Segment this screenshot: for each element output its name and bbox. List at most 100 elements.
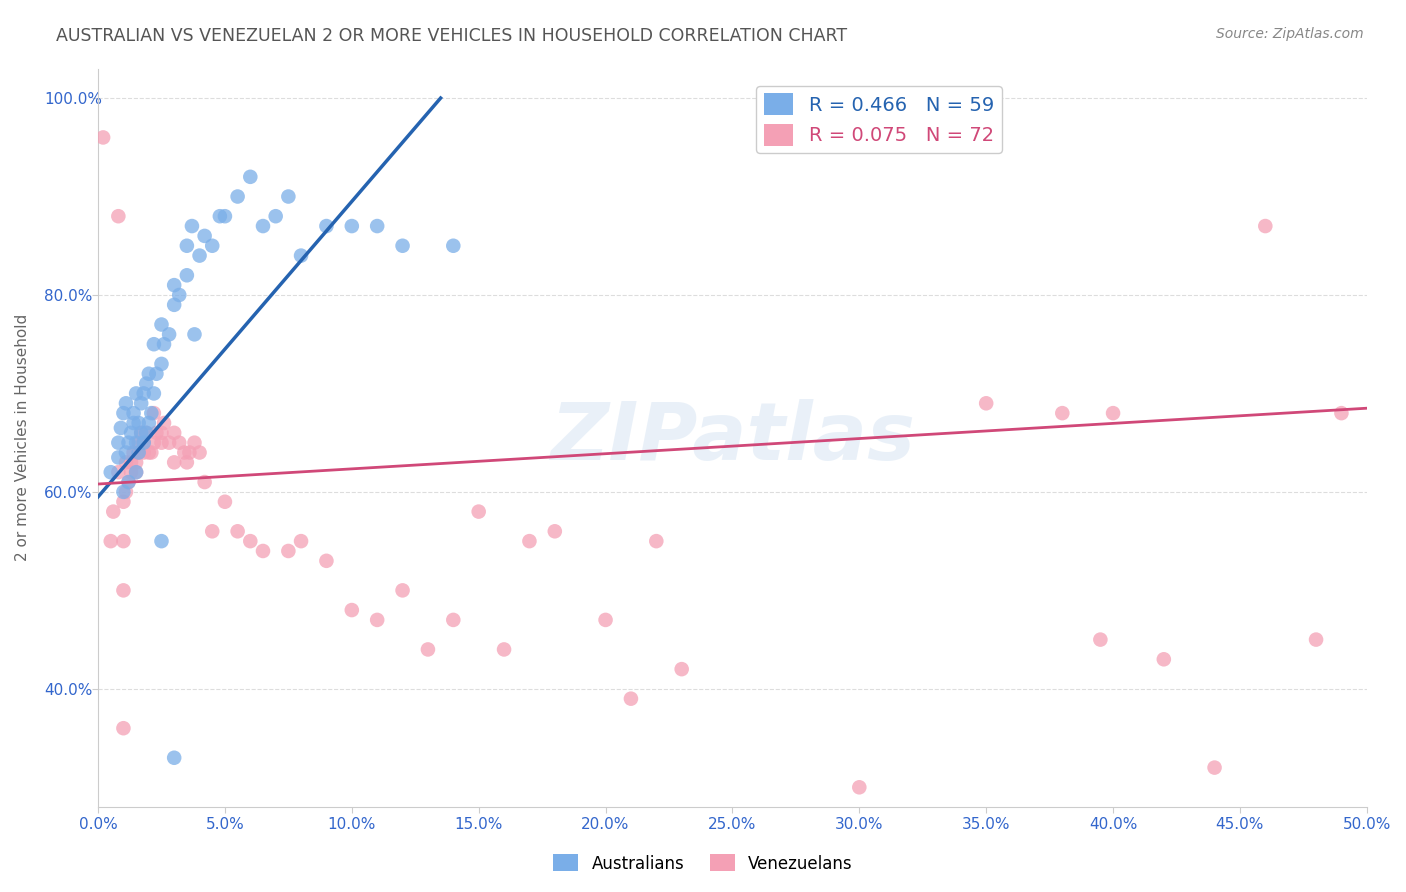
Point [671,662,693,676]
Point [112,583,135,598]
Point [150,534,173,549]
Point [150,357,173,371]
Point [645,534,668,549]
Point [264,209,287,223]
Point [157,327,180,342]
Point [117,475,139,489]
Point [150,435,173,450]
Point [157,435,180,450]
Point [214,209,236,223]
Point [277,544,299,558]
Point [176,268,198,283]
Point [181,219,204,233]
Point [848,780,870,795]
Point [142,435,165,450]
Point [544,524,567,539]
Point [595,613,617,627]
Point [194,228,217,243]
Point [132,386,155,401]
Point [201,239,224,253]
Point [135,376,157,391]
Point [107,465,129,479]
Text: Source: ZipAtlas.com: Source: ZipAtlas.com [1216,27,1364,41]
Point [1330,406,1353,420]
Point [153,337,176,351]
Point [115,484,138,499]
Point [150,318,173,332]
Point [179,445,201,459]
Point [115,396,138,410]
Point [132,435,155,450]
Point [188,445,211,459]
Text: ZIPatlas: ZIPatlas [550,399,915,476]
Point [173,445,195,459]
Point [226,524,249,539]
Point [141,445,163,459]
Point [100,534,122,549]
Point [1153,652,1175,666]
Point [120,455,142,469]
Point [125,465,148,479]
Point [125,465,148,479]
Point [201,524,224,539]
Point [441,613,464,627]
Point [107,209,129,223]
Point [150,425,173,440]
Point [416,642,439,657]
Point [620,691,643,706]
Point [120,425,142,440]
Point [467,505,489,519]
Point [1102,406,1125,420]
Point [208,209,231,223]
Point [163,750,186,764]
Point [519,534,541,549]
Point [214,495,236,509]
Y-axis label: 2 or more Vehicles in Household: 2 or more Vehicles in Household [15,314,30,561]
Point [145,367,167,381]
Point [125,435,148,450]
Point [129,425,152,440]
Point [340,603,363,617]
Point [1204,761,1226,775]
Point [112,406,135,420]
Point [145,425,167,440]
Point [366,613,388,627]
Point [141,406,163,420]
Legend: Australians, Venezuelans: Australians, Venezuelans [547,847,859,880]
Text: AUSTRALIAN VS VENEZUELAN 2 OR MORE VEHICLES IN HOUSEHOLD CORRELATION CHART: AUSTRALIAN VS VENEZUELAN 2 OR MORE VEHIC… [56,27,848,45]
Point [135,425,157,440]
Point [115,455,138,469]
Point [315,219,337,233]
Point [441,239,464,253]
Point [107,435,129,450]
Point [128,416,150,430]
Point [167,435,190,450]
Point [100,465,122,479]
Point [138,416,160,430]
Point [252,544,274,558]
Point [122,416,145,430]
Point [163,455,186,469]
Point [142,406,165,420]
Point [183,327,205,342]
Point [153,416,176,430]
Point [391,583,413,598]
Point [1305,632,1327,647]
Point [176,239,198,253]
Point [129,396,152,410]
Point [110,421,132,435]
Point [277,189,299,203]
Point [1090,632,1112,647]
Point [194,475,217,489]
Point [163,298,186,312]
Point [142,386,165,401]
Point [122,445,145,459]
Point [391,239,413,253]
Point [107,450,129,465]
Point [226,189,249,203]
Point [494,642,516,657]
Point [340,219,363,233]
Point [117,435,139,450]
Point [120,465,142,479]
Point [366,219,388,233]
